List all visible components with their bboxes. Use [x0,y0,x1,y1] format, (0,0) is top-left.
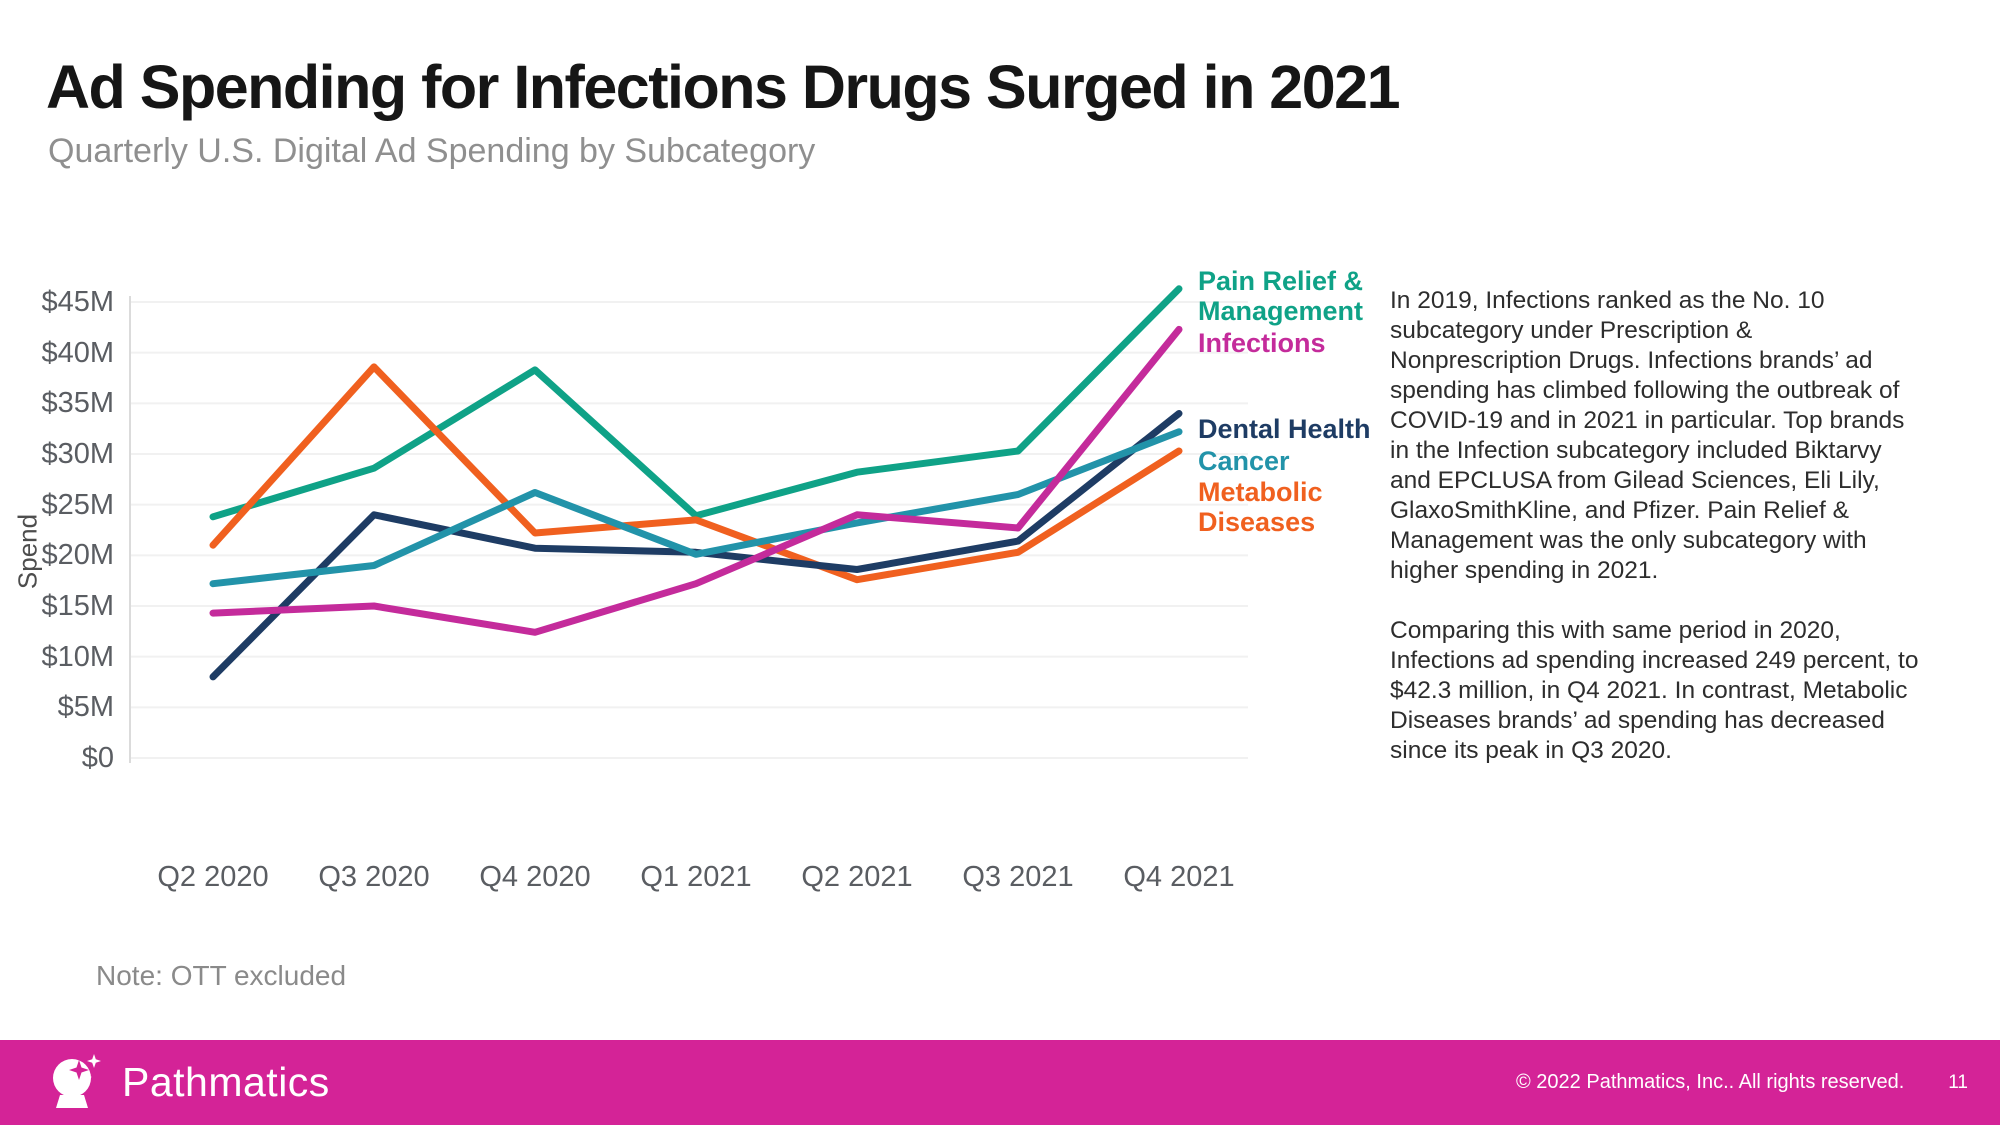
x-tick-label: Q4 2020 [479,861,591,893]
footer-brand-name: Pathmatics [122,1059,330,1105]
footer-meta: © 2022 Pathmatics, Inc.. All rights rese… [1516,1071,1968,1094]
line-cancer [209,428,1183,588]
legend-metabolic-diseases: Metabolic Diseases [1198,477,1323,537]
line-pain-relief-management [209,285,1183,521]
y-tick-label: $20M [41,539,114,572]
x-tick-label: Q3 2020 [318,861,430,893]
line-chart [129,285,1248,763]
commentary-paragraph-2: Comparing this with same period in 2020,… [1390,617,1919,764]
y-tick-label: $35M [41,387,114,420]
y-tick-label: $15M [41,590,114,622]
x-tick-label: Q3 2021 [962,861,1074,893]
footer-copyright: © 2022 Pathmatics, Inc.. All rights rese… [1516,1071,1905,1093]
x-tick-label: Q2 2021 [801,861,913,893]
slide-subtitle: Quarterly U.S. Digital Ad Spending by Su… [48,132,816,170]
line-metabolic-diseases [209,363,1183,584]
y-tick-label: $25M [41,488,114,521]
legend-cancer: Cancer [1198,446,1290,476]
commentary-block: In 2019, Infections ranked as the No. 10… [1390,286,1922,766]
chart-footnote: Note: OTT excluded [96,960,347,991]
y-tick-label: $40M [41,336,114,369]
x-tick-label: Q1 2021 [640,861,752,893]
y-tick-label: $5M [57,691,114,724]
commentary-paragraph-1: In 2019, Infections ranked as the No. 10… [1390,287,1905,584]
y-axis-title: Spend [12,513,43,590]
y-tick-label: $10M [41,640,114,673]
x-tick-label: Q2 2020 [157,861,269,893]
slide-title: Ad Spending for Infections Drugs Surged … [46,53,1401,121]
pathmatics-logo-icon [53,1053,101,1108]
legend-pain-relief-management: Pain Relief & Management [1198,266,1364,326]
y-tick-label: $30M [41,438,114,470]
footer-brand: Pathmatics [46,1052,330,1114]
x-tick-label: Q4 2021 [1123,861,1235,893]
y-tick-label: $0 [81,742,114,774]
line-infections [209,325,1183,636]
legend-dental-health: Dental Health [1198,414,1371,444]
footer-page-number: 11 [1948,1071,1968,1093]
footer-bar: Pathmatics © 2022 Pathmatics, Inc.. All … [0,1040,2000,1125]
y-tick-label: $45M [41,286,114,318]
legend-infections: Infections [1198,328,1326,358]
